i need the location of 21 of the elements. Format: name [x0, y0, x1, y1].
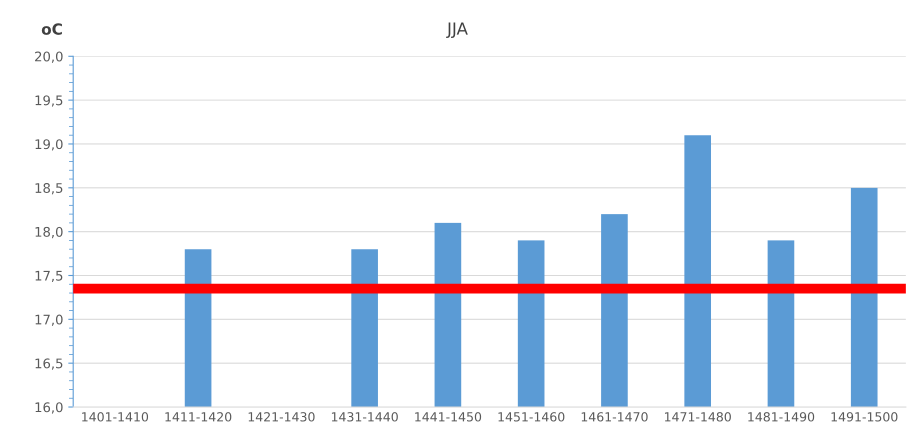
y-tick-label: 17,5 — [36, 270, 62, 282]
y-axis-title: oC — [42, 23, 62, 35]
chart-title: JJA — [446, 22, 468, 38]
y-tick-label: 19,0 — [36, 139, 63, 151]
y-tick-label: 19,5 — [36, 95, 62, 107]
y-tick-label: 16,5 — [36, 358, 62, 370]
y-tick-label: 18,0 — [36, 226, 63, 238]
y-tick-label: 20,0 — [35, 52, 63, 63]
x-tick-label: 1491-1500 — [832, 412, 898, 422]
x-tick-label: 1431-1440 — [332, 412, 398, 422]
x-tick-label: 1481-1490 — [748, 412, 814, 422]
x-tick-label: 1421-1430 — [248, 412, 315, 422]
x-tick-label: 1401-1410 — [82, 412, 148, 422]
x-tick-label: 1471-1480 — [664, 412, 731, 422]
x-tick-label: 1451-1460 — [498, 412, 564, 422]
y-tick-label: 18,5 — [36, 183, 62, 194]
x-tick-label: 1441-1450 — [415, 412, 482, 422]
y-tick-label: 16,0 — [36, 402, 63, 414]
y-tick-label: 17,0 — [36, 314, 63, 326]
x-tick-label: 1461-1470 — [582, 412, 648, 422]
x-tick-label: 1411-1420 — [165, 412, 232, 422]
